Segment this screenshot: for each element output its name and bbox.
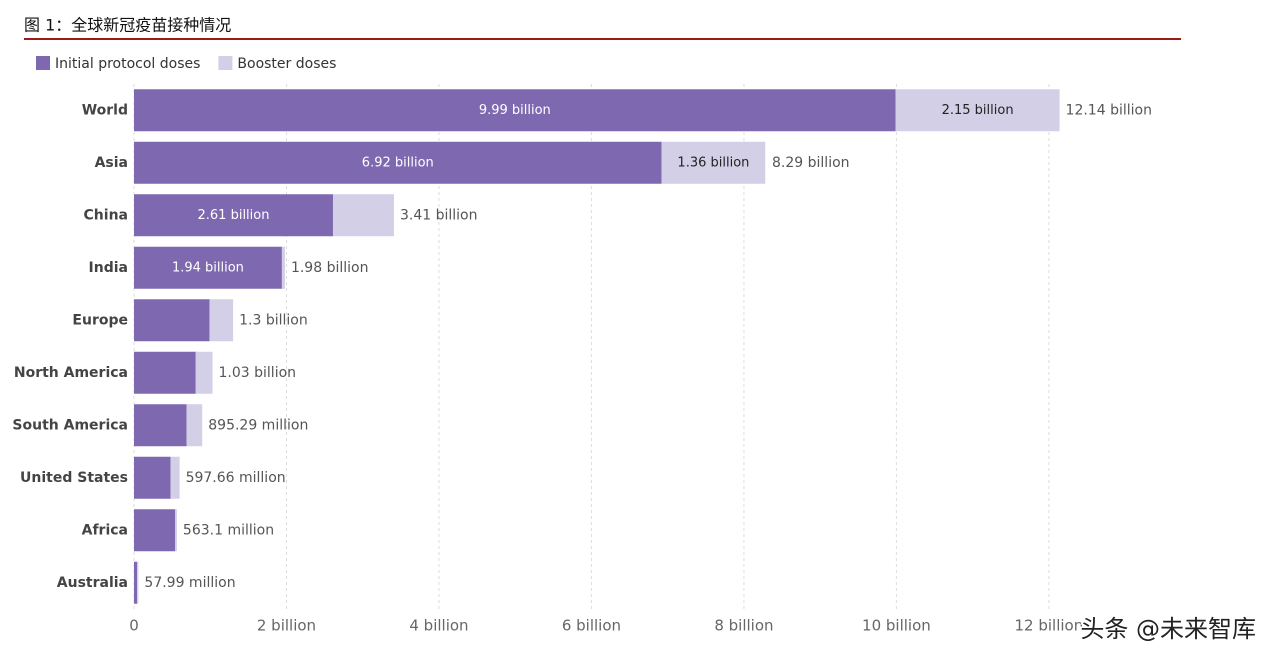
y-tick-label: United States <box>20 470 128 486</box>
x-tick-label: 4 billion <box>409 617 468 635</box>
bar-segment <box>134 141 662 184</box>
y-tick-label: North America <box>14 365 128 381</box>
total-label: 3.41 billion <box>400 207 478 223</box>
bar-segment <box>134 194 333 237</box>
bar-segment <box>209 299 234 342</box>
legend-label: Initial protocol doses <box>55 56 200 72</box>
y-tick-label: India <box>89 260 128 276</box>
x-tick-label: 10 billion <box>862 617 931 635</box>
total-label: 895.29 million <box>208 417 308 433</box>
bar-segment <box>134 299 210 342</box>
bar-segment <box>134 246 282 289</box>
bar-segment <box>134 561 138 604</box>
bar-segment <box>134 89 896 132</box>
bar-segment <box>895 89 1060 132</box>
total-label: 8.29 billion <box>772 155 850 171</box>
y-tick-label: South America <box>12 417 128 433</box>
total-label: 563.1 million <box>183 522 274 538</box>
bar-value-label: 2.61 billion <box>198 208 270 223</box>
y-tick-label: Europe <box>72 312 128 328</box>
legend-swatch <box>36 56 50 70</box>
bar-value-label: 9.99 billion <box>479 103 551 118</box>
bar-segment <box>137 561 139 604</box>
bar-segment <box>134 404 187 447</box>
bar-segment <box>170 456 180 499</box>
total-label: 597.66 million <box>186 470 286 486</box>
total-label: 57.99 million <box>144 575 235 591</box>
bar-segment <box>661 141 766 184</box>
x-tick-label: 0 <box>129 617 139 635</box>
bar-value-label: 6.92 billion <box>362 155 434 170</box>
legend-swatch <box>218 56 233 70</box>
x-tick-label: 6 billion <box>562 617 621 635</box>
x-tick-label: 12 billion <box>1015 617 1084 635</box>
y-tick-label: World <box>82 102 128 118</box>
y-tick-label: Africa <box>82 522 128 538</box>
bar-segment <box>195 351 213 394</box>
bar-segment <box>134 351 196 394</box>
bar-segment <box>186 404 203 447</box>
bar-segment <box>134 509 176 552</box>
bar-segment <box>175 509 177 552</box>
bar-value-label: 2.15 billion <box>942 103 1014 118</box>
x-tick-label: 8 billion <box>714 617 773 635</box>
bar-segment <box>332 194 394 237</box>
y-tick-label: Australia <box>57 575 128 591</box>
bar-segment <box>134 456 171 499</box>
bar-segment <box>281 246 285 289</box>
total-label: 1.3 billion <box>239 312 308 328</box>
bar-value-label: 1.94 billion <box>172 260 244 275</box>
bar-value-label: 1.36 billion <box>677 155 749 170</box>
y-tick-label: Asia <box>95 155 128 171</box>
chart-title: 图 1：全球新冠疫苗接种情况 <box>24 16 231 35</box>
total-label: 1.03 billion <box>219 365 297 381</box>
total-label: 1.98 billion <box>291 260 369 276</box>
watermark: 头条 @未来智库 <box>1080 615 1256 643</box>
y-tick-label: China <box>84 207 128 223</box>
legend-label: Booster doses <box>237 56 336 72</box>
total-label: 12.14 billion <box>1066 102 1152 118</box>
x-tick-label: 2 billion <box>257 617 316 635</box>
